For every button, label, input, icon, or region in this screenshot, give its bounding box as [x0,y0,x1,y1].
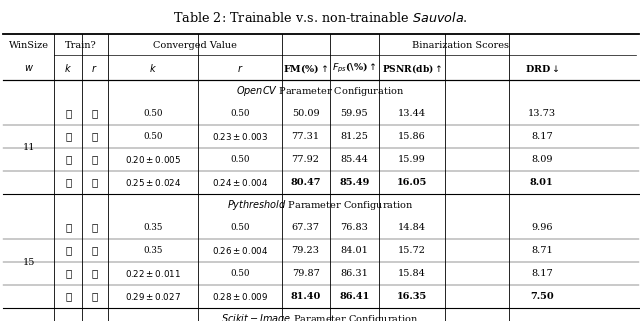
Text: 86.31: 86.31 [340,269,368,278]
Text: 67.37: 67.37 [292,223,319,232]
Text: PSNR(db)$\uparrow$: PSNR(db)$\uparrow$ [381,62,442,75]
Text: 14.84: 14.84 [398,223,426,232]
Text: 79.23: 79.23 [292,246,319,255]
Text: $\mathit{OpenCV}$ Parameter Configuration: $\mathit{OpenCV}$ Parameter Configuratio… [236,84,404,98]
Text: $0.26 \pm 0.004$: $0.26 \pm 0.004$ [212,245,268,256]
Text: Converged Value: Converged Value [152,41,237,50]
Text: $0.28 \pm 0.009$: $0.28 \pm 0.009$ [212,291,268,302]
Text: 0.50: 0.50 [143,132,163,141]
Text: 11: 11 [22,143,35,152]
Text: ✗: ✗ [92,109,98,118]
Text: ✓: ✓ [65,269,71,278]
Text: 81.25: 81.25 [340,132,368,141]
Text: 0.50: 0.50 [230,223,250,232]
Text: $0.23 \pm 0.003$: $0.23 \pm 0.003$ [212,131,268,142]
Text: 8.17: 8.17 [531,269,552,278]
Text: $0.22 \pm 0.011$: $0.22 \pm 0.011$ [125,268,181,279]
Text: 85.49: 85.49 [339,178,369,187]
Text: 8.71: 8.71 [531,246,552,255]
Text: 77.92: 77.92 [292,155,319,164]
Text: 0.50: 0.50 [143,109,163,118]
Text: 86.41: 86.41 [339,292,369,301]
Text: $0.29 \pm 0.027$: $0.29 \pm 0.027$ [125,291,181,302]
Text: ✓: ✓ [65,178,71,187]
Text: Table 2: Trainable v.s. non-trainable $\mathit{Sauvola}$.: Table 2: Trainable v.s. non-trainable $\… [173,11,467,25]
Text: ✓: ✓ [92,246,98,255]
Text: ✓: ✓ [65,155,71,164]
Text: 0.50: 0.50 [230,155,250,164]
Text: 59.95: 59.95 [340,109,368,118]
Text: ✗: ✗ [92,223,98,232]
Text: 15.84: 15.84 [398,269,426,278]
Text: Binarization Scores: Binarization Scores [412,41,509,50]
Text: 7.50: 7.50 [530,292,554,301]
Text: 80.47: 80.47 [291,178,321,187]
Text: 81.40: 81.40 [291,292,321,301]
Text: ✓: ✓ [92,178,98,187]
Text: 16.05: 16.05 [397,178,427,187]
Text: ✗: ✗ [92,155,98,164]
Text: $k$: $k$ [149,62,157,74]
Text: 16.35: 16.35 [397,292,427,301]
Text: ✗: ✗ [65,132,71,141]
Text: $w$: $w$ [24,63,34,74]
Text: $\mathit{Scikit-Image}$ Parameter Configuration: $\mathit{Scikit-Image}$ Parameter Config… [221,312,419,321]
Text: $\mathit{Pythreshold}$ Parameter Configuration: $\mathit{Pythreshold}$ Parameter Configu… [227,198,413,212]
Text: $r$: $r$ [237,63,243,74]
Text: $k$: $k$ [64,62,72,74]
Text: $0.25 \pm 0.024$: $0.25 \pm 0.024$ [125,177,181,188]
Text: $0.20 \pm 0.005$: $0.20 \pm 0.005$ [125,154,181,165]
Text: ✓: ✓ [65,292,71,301]
Text: ✗: ✗ [92,269,98,278]
Text: 8.17: 8.17 [531,132,552,141]
Text: 84.01: 84.01 [340,246,368,255]
Text: 85.44: 85.44 [340,155,368,164]
Text: 79.87: 79.87 [292,269,319,278]
Text: 13.44: 13.44 [398,109,426,118]
Text: 76.83: 76.83 [340,223,368,232]
Text: 15.72: 15.72 [398,246,426,255]
Text: WinSize: WinSize [9,41,49,50]
Text: ✓: ✓ [92,292,98,301]
Text: $0.24 \pm 0.004$: $0.24 \pm 0.004$ [212,177,268,188]
Text: 13.73: 13.73 [528,109,556,118]
Text: 0.50: 0.50 [230,269,250,278]
Text: 77.31: 77.31 [292,132,319,141]
Text: DRD$\downarrow$: DRD$\downarrow$ [525,63,559,74]
Text: 15: 15 [22,258,35,267]
Text: Train?: Train? [65,41,97,50]
Text: 9.96: 9.96 [531,223,552,232]
Text: 15.99: 15.99 [398,155,426,164]
Text: 0.50: 0.50 [230,109,250,118]
Text: ✗: ✗ [65,109,71,118]
Text: 15.86: 15.86 [398,132,426,141]
Text: ✗: ✗ [65,223,71,232]
Text: ✓: ✓ [92,132,98,141]
Text: ✗: ✗ [65,246,71,255]
Text: $r$: $r$ [92,63,98,74]
Text: 8.09: 8.09 [531,155,552,164]
Text: FM(%)$\uparrow$: FM(%)$\uparrow$ [283,62,328,75]
Text: 0.35: 0.35 [143,246,163,255]
Text: 50.09: 50.09 [292,109,319,118]
Text: 0.35: 0.35 [143,223,163,232]
Text: $F_{ps}$(\%)$\uparrow$: $F_{ps}$(\%)$\uparrow$ [332,61,376,75]
Text: 8.01: 8.01 [530,178,554,187]
